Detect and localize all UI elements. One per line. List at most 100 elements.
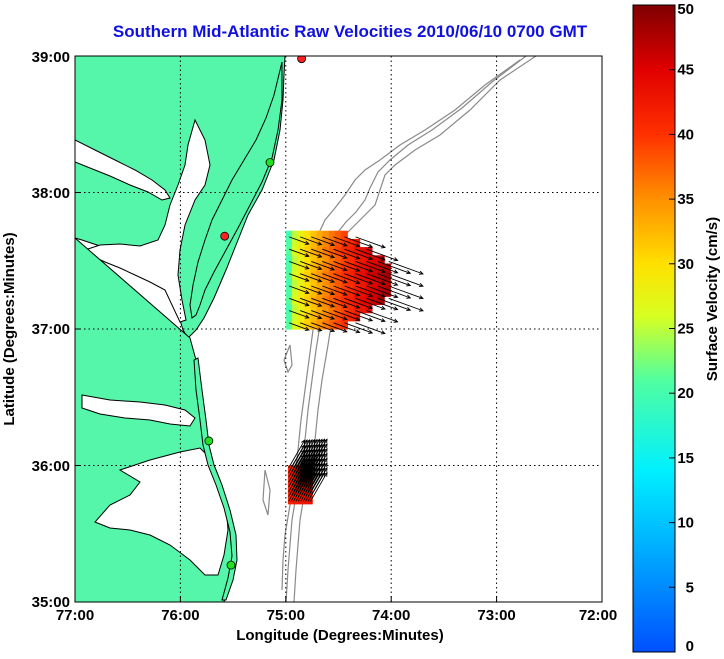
velocity-cell <box>285 279 293 289</box>
velocity-cell <box>310 247 318 256</box>
velocity-cell <box>322 263 330 273</box>
velocity-cell <box>289 465 292 470</box>
velocity-cell <box>290 468 293 473</box>
velocity-arrowhead <box>317 290 323 295</box>
velocity-cell <box>298 494 301 498</box>
velocity-cell <box>334 304 342 314</box>
colorbar-tick-label: 40 <box>677 126 694 143</box>
velocity-cell <box>322 230 330 240</box>
radar-station-marker[interactable] <box>220 231 230 241</box>
velocity-cell <box>287 487 290 492</box>
velocity-cell <box>285 238 293 248</box>
velocity-arrow <box>288 439 306 469</box>
velocity-arrowhead <box>301 439 306 445</box>
velocity-cell <box>304 497 307 502</box>
velocity-cell <box>304 255 311 265</box>
velocity-cell <box>291 255 299 265</box>
velocity-cell <box>359 304 367 314</box>
velocity-cell <box>291 312 299 322</box>
velocity-arrow <box>322 248 348 259</box>
velocity-arrowhead <box>303 439 308 445</box>
velocity-cell <box>298 288 305 297</box>
velocity-cell <box>328 279 336 289</box>
velocity-cell <box>310 296 318 306</box>
velocity-arrowhead <box>323 462 328 468</box>
velocity-cell <box>298 255 305 265</box>
velocity-cell <box>298 312 305 322</box>
radar-station-marker[interactable] <box>226 560 236 570</box>
velocity-arrowhead <box>317 327 323 332</box>
velocity-cell <box>289 490 292 495</box>
velocity-arrowhead <box>318 438 323 444</box>
velocity-cell <box>304 494 307 498</box>
velocity-arrowhead <box>330 266 336 271</box>
velocity-cell <box>384 263 391 273</box>
velocity-cell <box>365 296 373 306</box>
velocity-arrowhead <box>380 305 386 310</box>
velocity-arrowhead <box>323 466 328 472</box>
velocity-arrow <box>310 448 328 478</box>
velocity-arrow <box>333 261 360 272</box>
velocity-cell <box>371 288 379 297</box>
velocity-arrowhead <box>380 330 386 335</box>
velocity-cell <box>287 497 290 502</box>
velocity-arrowhead <box>368 268 374 273</box>
velocity-cell <box>305 490 308 495</box>
colorbar-tick-label: 10 <box>677 515 694 532</box>
velocity-cell <box>322 288 330 297</box>
velocity-cell <box>334 247 342 256</box>
velocity-cell <box>294 465 297 470</box>
velocity-cell <box>290 481 293 486</box>
velocity-cell <box>384 288 391 297</box>
radar-station-marker[interactable] <box>265 158 275 167</box>
velocity-arrowhead <box>311 438 316 444</box>
velocity-arrow <box>344 322 373 334</box>
velocity-arrowhead <box>406 282 412 287</box>
albemarle-sound <box>81 394 196 427</box>
velocity-cell <box>308 500 311 505</box>
velocity-arrowhead <box>320 438 326 444</box>
velocity-arrow <box>300 310 322 319</box>
velocity-cell <box>285 271 293 281</box>
potomac-river <box>75 139 171 201</box>
velocity-cell <box>297 497 300 502</box>
velocity-cell <box>341 230 348 240</box>
velocity-arrow <box>310 443 328 473</box>
velocity-arrowhead <box>393 306 399 311</box>
velocity-arrow <box>355 236 386 248</box>
velocity-arrow <box>311 322 335 332</box>
velocity-cell <box>341 247 348 256</box>
velocity-cell <box>341 279 348 289</box>
velocity-arrowhead <box>323 443 328 449</box>
velocity-arrowhead <box>323 471 328 477</box>
x-tick-label: 76:00 <box>161 607 199 624</box>
velocity-arrowhead <box>380 244 386 249</box>
velocity-arrowhead <box>304 253 310 258</box>
velocity-arrowhead <box>380 318 386 323</box>
velocity-arrowhead <box>323 447 328 453</box>
velocity-cell <box>359 279 367 289</box>
velocity-cell <box>353 238 361 248</box>
velocity-cell <box>378 279 385 289</box>
colorbar-ticks: 0 5 10 15 20 25 30 35 40 45 50 <box>669 1 694 655</box>
velocity-arrow <box>288 248 310 257</box>
velocity-cell <box>285 320 293 330</box>
velocity-arrowhead <box>342 291 348 296</box>
velocity-cell <box>322 312 330 322</box>
velocity-arrow <box>300 236 322 246</box>
velocity-cell <box>316 279 324 289</box>
outer-banks <box>193 357 238 601</box>
velocity-arrowhead <box>418 307 424 312</box>
radar-station-marker[interactable] <box>204 436 214 446</box>
radar-station-marker[interactable] <box>297 55 307 64</box>
y-tick-label: 37:00 <box>32 321 70 338</box>
velocity-arrow <box>366 285 398 298</box>
velocity-cell <box>293 471 296 476</box>
velocity-cell <box>285 288 293 297</box>
velocity-cell <box>293 481 296 486</box>
map-title: Southern Mid-Atlantic Raw Velocities 201… <box>112 22 588 41</box>
velocity-cell <box>310 263 318 273</box>
velocity-cell <box>316 320 324 330</box>
velocity-arrowhead <box>304 240 310 245</box>
